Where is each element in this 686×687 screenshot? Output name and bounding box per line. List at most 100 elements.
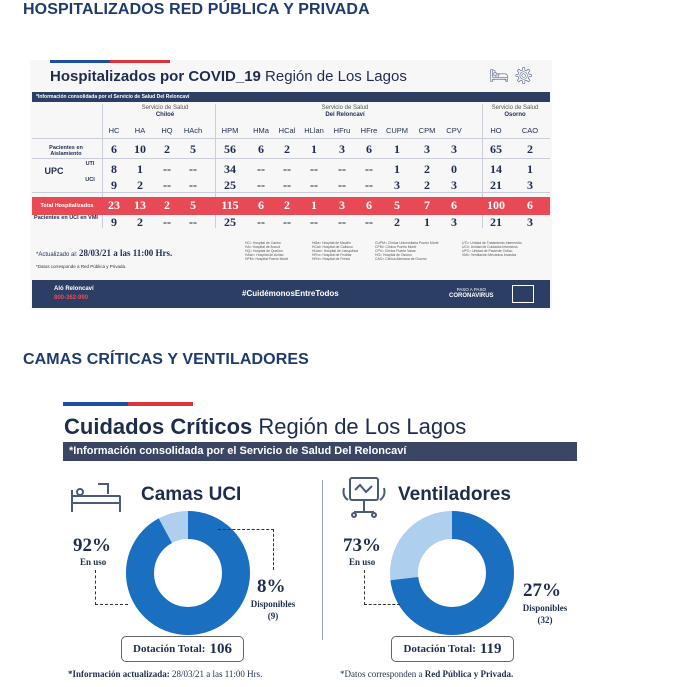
table-cell-uti: -- bbox=[257, 162, 265, 176]
section-heading-camas: CAMAS CRÍTICAS Y VENTILADORES bbox=[23, 351, 309, 368]
table-cell-uti: 1 bbox=[137, 162, 143, 176]
table-cell-aislamiento: 5 bbox=[190, 142, 196, 156]
coronavirus-label: PASO A PASO CORONAVIRUS bbox=[449, 287, 494, 299]
leader-line bbox=[218, 529, 274, 570]
row-label-uti: UTI bbox=[85, 161, 95, 167]
table-cell-total: 115 bbox=[221, 198, 239, 212]
table-cell-uci: -- bbox=[283, 178, 291, 192]
camas-free-count: (9) bbox=[267, 611, 279, 621]
table-cell-uci: -- bbox=[257, 178, 265, 192]
table-cell-uti: 14 bbox=[490, 162, 502, 176]
ventiladores-donut-chart bbox=[390, 511, 514, 635]
camas-in-use-percent: 92% bbox=[73, 535, 111, 556]
camas-donut-chart bbox=[126, 511, 250, 635]
vent-dotacion-box: Dotación Total: 119 bbox=[391, 636, 514, 662]
column-header: HC bbox=[108, 126, 120, 135]
vent-in-use-percent: 73% bbox=[343, 535, 381, 556]
table-cell-uci: 21 bbox=[490, 178, 502, 192]
table-cell-aislamiento: 65 bbox=[490, 142, 502, 156]
table-cell-aislamiento: 6 bbox=[111, 142, 117, 156]
table-cell-total: 6 bbox=[258, 198, 264, 212]
vent-free-label: Disponibles bbox=[522, 603, 568, 613]
section-heading-hospitalizados: HOSPITALIZADOS RED PÚBLICA Y PRIVADA bbox=[23, 1, 370, 18]
table-cell-uci: 9 bbox=[111, 178, 117, 192]
table-cell-uci: 2 bbox=[424, 178, 430, 192]
table-cell-uci: -- bbox=[163, 178, 171, 192]
table-cell-total: 5 bbox=[394, 198, 400, 212]
table-cell-total: 23 bbox=[108, 198, 120, 212]
cuidados-criticos-title: Cuidados Críticos Región de Los Lagos bbox=[64, 414, 467, 439]
vent-free-count: (32) bbox=[537, 615, 553, 625]
divider bbox=[102, 104, 103, 228]
service-header-chiloe: Servicio de Salud Chiloé bbox=[141, 105, 189, 118]
row-divider bbox=[32, 138, 550, 139]
data-source-note: *Datos corresponden a Red Pública y Priv… bbox=[340, 669, 514, 679]
table-cell-uti: 1 bbox=[527, 162, 533, 176]
row-label-aislamiento: Pacientes en Aislamiento bbox=[49, 145, 83, 157]
table-cell-uci: -- bbox=[365, 178, 373, 192]
camas-free-percent: 8% bbox=[257, 576, 286, 597]
bed-and-ventilator-icons: 🛏 ⚙ bbox=[488, 68, 534, 85]
table-cell-uti: -- bbox=[189, 162, 197, 176]
table-cell-vmi: 25 bbox=[224, 215, 236, 229]
table-cell-total: 6 bbox=[451, 198, 457, 212]
table-cell-total: 3 bbox=[339, 198, 345, 212]
ventiladores-title: Ventiladores bbox=[398, 484, 511, 505]
table-cell-total: 1 bbox=[311, 198, 317, 212]
table-cell-total: 13 bbox=[134, 198, 146, 212]
table-cell-uci: -- bbox=[338, 178, 346, 192]
phone-number: 800-362-990 bbox=[54, 295, 89, 301]
legend-col-3: CUPM= Clínica Universitaria Puerto Montt… bbox=[375, 241, 439, 261]
leader-line bbox=[95, 570, 128, 605]
table-cell-total: 5 bbox=[190, 198, 196, 212]
table-cell-uci: 3 bbox=[394, 178, 400, 192]
table-cell-total: 6 bbox=[527, 198, 533, 212]
hashtag: #CuidémonosEntreTodos bbox=[242, 289, 339, 298]
hospitalizados-title: Hospitalizados por COVID_19 Región de Lo… bbox=[50, 68, 407, 85]
chile-flag-stripe bbox=[63, 402, 193, 406]
table-cell-total: 6 bbox=[366, 198, 372, 212]
gobierno-logo-icon bbox=[512, 285, 534, 303]
table-cell-aislamiento: 3 bbox=[339, 142, 345, 156]
table-cell-uti: 0 bbox=[451, 162, 457, 176]
legend-col-2: HMa= Hospital de Maullín HCal= Hospital … bbox=[312, 241, 359, 261]
ventilator-icon bbox=[342, 477, 386, 518]
table-cell-aislamiento: 3 bbox=[424, 142, 430, 156]
column-header: CUPM bbox=[385, 126, 409, 135]
service-header-osorno: Servicio de Salud Osorno bbox=[491, 105, 539, 118]
column-header: HAch bbox=[183, 126, 203, 135]
table-cell-aislamiento: 2 bbox=[164, 142, 170, 156]
table-cell-vmi: -- bbox=[163, 215, 171, 229]
table-cell-vmi: -- bbox=[283, 215, 291, 229]
infographic-footer: Aló Reloncaví 800-362-990 #CuidémonosEnt… bbox=[32, 280, 550, 308]
row-label-upc: UPC bbox=[44, 166, 64, 176]
table-cell-aislamiento: 2 bbox=[284, 142, 290, 156]
table-cell-uti: 8 bbox=[111, 162, 117, 176]
column-header: CPM bbox=[418, 126, 436, 135]
table-cell-aislamiento: 10 bbox=[134, 142, 146, 156]
camas-free-label: Disponibles bbox=[250, 599, 296, 609]
data-source-note: *Datos corresponde a Red Pública y Priva… bbox=[36, 264, 127, 269]
updated-at: *Actualizado al: 28/03/21 a las 11:00 Hr… bbox=[36, 248, 173, 258]
updated-note: *Información actualizada: 28/03/21 a las… bbox=[68, 669, 263, 679]
divider bbox=[215, 104, 216, 228]
table-cell-vmi: 21 bbox=[490, 215, 502, 229]
table-cell-vmi: 3 bbox=[451, 215, 457, 229]
row-label-uci: UCI bbox=[85, 177, 95, 183]
table-cell-vmi: 9 bbox=[111, 215, 117, 229]
table-cell-total: 7 bbox=[424, 198, 430, 212]
table-cell-uci: 3 bbox=[451, 178, 457, 192]
table-cell-uti: -- bbox=[338, 162, 346, 176]
table-cell-aislamiento: 2 bbox=[527, 142, 533, 156]
row-divider bbox=[32, 158, 550, 159]
chile-flag-stripe bbox=[50, 60, 170, 63]
column-header: CAO bbox=[521, 126, 539, 135]
table-cell-vmi: -- bbox=[310, 215, 318, 229]
camas-in-use-label: En uso bbox=[80, 557, 107, 567]
hospitalizados-infographic: Hospitalizados por COVID_19 Región de Lo… bbox=[30, 60, 552, 310]
service-header-reloncavi: Servicio de Salud Del Reloncaví bbox=[321, 105, 369, 118]
table-cell-uti: 1 bbox=[394, 162, 400, 176]
camas-in-use-arc bbox=[126, 511, 250, 635]
column-header: HA bbox=[134, 126, 146, 135]
table-cell-vmi: 2 bbox=[394, 215, 400, 229]
